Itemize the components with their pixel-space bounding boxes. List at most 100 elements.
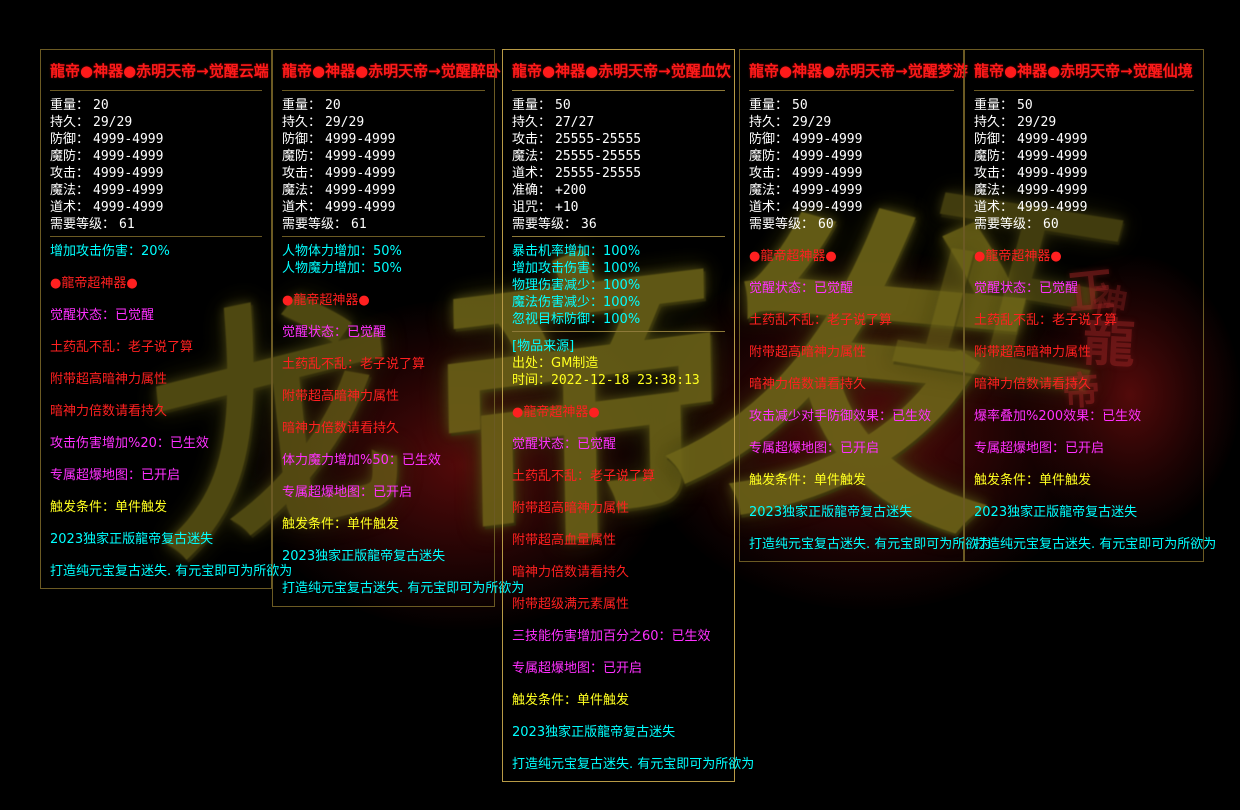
bonus-line: 人物魔力增加：50% <box>282 261 402 276</box>
item-name-title: 龍帝●神器●赤明天帝→觉醒血饮 <box>512 62 731 80</box>
stat-value: 50 <box>1017 98 1033 113</box>
stat-label: 防御： <box>749 132 789 147</box>
stat-label: 重量： <box>282 98 322 113</box>
stat-row: 攻击： 4999-4999 <box>749 165 954 182</box>
item-tooltip-5[interactable]: 龍帝●神器●赤明天帝→觉醒仙境 重量： 50 持久： 29/29 防御： 4999-4999… <box>964 49 1217 562</box>
special-attribute-line: 2023独家正版龍帝复古迷失 <box>974 505 1138 520</box>
stat-value: 29/29 <box>325 115 365 130</box>
item-tooltip-4[interactable]: 龍帝●神器●赤明天帝→觉醒梦游重量： 50 持久： 29/29 防御： 4999-4999… <box>739 49 991 562</box>
stat-label: 道术： <box>282 200 322 215</box>
special-attribute-line: 觉醒状态：已觉醒 <box>974 281 1079 296</box>
special-attribute-line: ●龍帝超神器● <box>50 276 138 291</box>
stat-label: 攻击： <box>282 166 322 181</box>
tooltip-body: 龍帝●神器●赤明天帝→觉醒梦游重量： 50 持久： 29/29 防御： 4999-4999… <box>739 54 991 557</box>
special-attribute-line: 专属超爆地图：已开启 <box>512 661 643 676</box>
stat-value: 29/29 <box>93 115 133 130</box>
stat-value: 50 <box>792 98 808 113</box>
special-attribute-line: 土药乱不乱：老子说了算 <box>512 469 656 484</box>
stat-row: 魔防： 4999-4999 <box>282 148 485 165</box>
special-attribute-line: 打造纯元宝复古迷失. 有元宝即可为所欲为 <box>512 757 755 772</box>
item-tooltip-2[interactable]: 龍帝●神器●赤明天帝→觉醒醉卧 重量： 20 持久： 29/29 防御： 4999-4999… <box>272 49 525 607</box>
stat-row: 魔防： 4999-4999 <box>50 148 262 165</box>
item-name-title: 龍帝●神器●赤明天帝→觉醒梦游 <box>749 62 968 80</box>
tooltip-body: 龍帝●神器●赤明天帝→觉醒云端 重量： 20 持久： 29/29 防御： 4999-4999… <box>40 54 292 584</box>
bonus-line: 人物体力增加：50% <box>282 244 402 259</box>
stat-row: 重量： 20 <box>50 97 262 114</box>
stat-row: 准确： +200 <box>512 182 725 199</box>
bonus-stats-list: 增加攻击伤害：20% <box>50 243 262 260</box>
special-attribute-line: 触发条件：单件触发 <box>749 473 867 488</box>
item-name-title: 龍帝●神器●赤明天帝→觉醒云端 <box>50 62 269 80</box>
spacer <box>974 233 1194 248</box>
stat-label: 魔防： <box>50 149 90 164</box>
stat-label: 道术： <box>512 166 552 181</box>
item-tooltip-1[interactable]: 龍帝●神器●赤明天帝→觉醒云端 重量： 20 持久： 29/29 防御： 4999-4999… <box>40 49 292 589</box>
bonus-line: 暴击机率增加：100% <box>512 244 641 259</box>
stat-row: 魔防： 4999-4999 <box>749 148 954 165</box>
item-tooltip-3[interactable]: 龍帝●神器●赤明天帝→觉醒血饮 重量： 50 持久： 27/27 攻击： 25555-255… <box>502 49 755 782</box>
stat-value: 4999-4999 <box>792 149 863 164</box>
special-attribute-line: 触发条件：单件触发 <box>282 517 400 532</box>
special-attribute-line: 附带超高暗神力属性 <box>749 345 867 360</box>
stat-value: 4999-4999 <box>1017 200 1088 215</box>
stat-label: 魔防： <box>974 149 1014 164</box>
base-stats-list: 重量： 20 持久： 29/29 防御： 4999-4999 魔防： 4999-4999 攻击：… <box>282 97 485 233</box>
special-attribute-line: 附带超高暗神力属性 <box>974 345 1092 360</box>
stat-label: 防御： <box>974 132 1014 147</box>
stat-label: 持久： <box>282 115 322 130</box>
stat-row: 道术： 4999-4999 <box>974 199 1194 216</box>
stat-label: 持久： <box>512 115 552 130</box>
base-stats-list: 重量： 50 持久： 29/29 防御： 4999-4999 魔防： 4999-4999 攻击：… <box>749 97 954 233</box>
stat-label: 道术： <box>974 200 1014 215</box>
source-time-label: 时间： <box>512 373 552 388</box>
stat-value: 20 <box>325 98 341 113</box>
tooltip-body: 龍帝●神器●赤明天帝→觉醒醉卧 重量： 20 持久： 29/29 防御： 4999-4999… <box>272 54 525 601</box>
stat-value: 4999-4999 <box>1017 166 1088 181</box>
special-attribute-line: 暗神力倍数请看持久 <box>512 565 630 580</box>
stat-value: 4999-4999 <box>93 183 164 198</box>
stat-label: 需要等级： <box>282 217 348 232</box>
stat-label: 需要等级： <box>749 217 815 232</box>
special-attribute-line: 土药乱不乱：老子说了算 <box>50 340 194 355</box>
stat-row: 重量： 50 <box>974 97 1194 114</box>
stat-row: 道术： 4999-4999 <box>282 199 485 216</box>
stat-value: 4999-4999 <box>93 200 164 215</box>
stat-row: 防御： 4999-4999 <box>974 131 1194 148</box>
stat-value: 4999-4999 <box>325 149 396 164</box>
source-origin-label: 出处： <box>512 356 552 371</box>
stat-row: 道术： 4999-4999 <box>50 199 262 216</box>
stat-label: 防御： <box>282 132 322 147</box>
special-attribute-line: 触发条件：单件触发 <box>512 693 630 708</box>
special-attribute-list: ●龍帝超神器● 觉醒状态：已觉醒 土药乱不乱：老子说了算 附带超高暗神力属性 附带超高血… <box>512 404 755 773</box>
special-attribute-line: ●龍帝超神器● <box>282 293 370 308</box>
special-attribute-line: 2023独家正版龍帝复古迷失 <box>50 532 214 547</box>
stat-value: 4999-4999 <box>1017 183 1088 198</box>
special-attribute-line: 打造纯元宝复古迷失. 有元宝即可为所欲为 <box>974 537 1217 552</box>
section-divider <box>50 236 262 237</box>
section-divider <box>512 90 725 91</box>
bonus-line: 忽视目标防御：100% <box>512 312 641 327</box>
stat-row: 持久： 29/29 <box>974 114 1194 131</box>
stat-row: 攻击： 4999-4999 <box>282 165 485 182</box>
special-attribute-line: 附带超高血量属性 <box>512 533 617 548</box>
stat-label: 攻击： <box>512 132 552 147</box>
stat-label: 魔防： <box>282 149 322 164</box>
stat-row: 攻击： 4999-4999 <box>50 165 262 182</box>
stat-label: 道术： <box>749 200 789 215</box>
stat-row: 持久： 27/27 <box>512 114 725 131</box>
stat-value: 25555-25555 <box>555 166 642 181</box>
spacer <box>282 277 485 292</box>
stat-row: 持久： 29/29 <box>50 114 262 131</box>
stat-row: 防御： 4999-4999 <box>50 131 262 148</box>
stat-value: 29/29 <box>792 115 832 130</box>
stat-label: 道术： <box>50 200 90 215</box>
tooltip-body: 龍帝●神器●赤明天帝→觉醒仙境 重量： 50 持久： 29/29 防御： 4999-4999… <box>964 54 1217 557</box>
special-attribute-line: 打造纯元宝复古迷失. 有元宝即可为所欲为 <box>282 581 525 596</box>
section-divider <box>282 90 485 91</box>
stat-row: 魔法： 4999-4999 <box>50 182 262 199</box>
special-attribute-line: 2023独家正版龍帝复古迷失 <box>512 725 676 740</box>
special-attribute-line: 觉醒状态：已觉醒 <box>282 325 387 340</box>
stat-row: 防御： 4999-4999 <box>749 131 954 148</box>
stat-row: 魔法： 4999-4999 <box>282 182 485 199</box>
special-attribute-list: ●龍帝超神器● 觉醒状态：已觉醒 土药乱不乱：老子说了算 附带超高暗神力属性 暗神力倍数… <box>282 292 525 597</box>
